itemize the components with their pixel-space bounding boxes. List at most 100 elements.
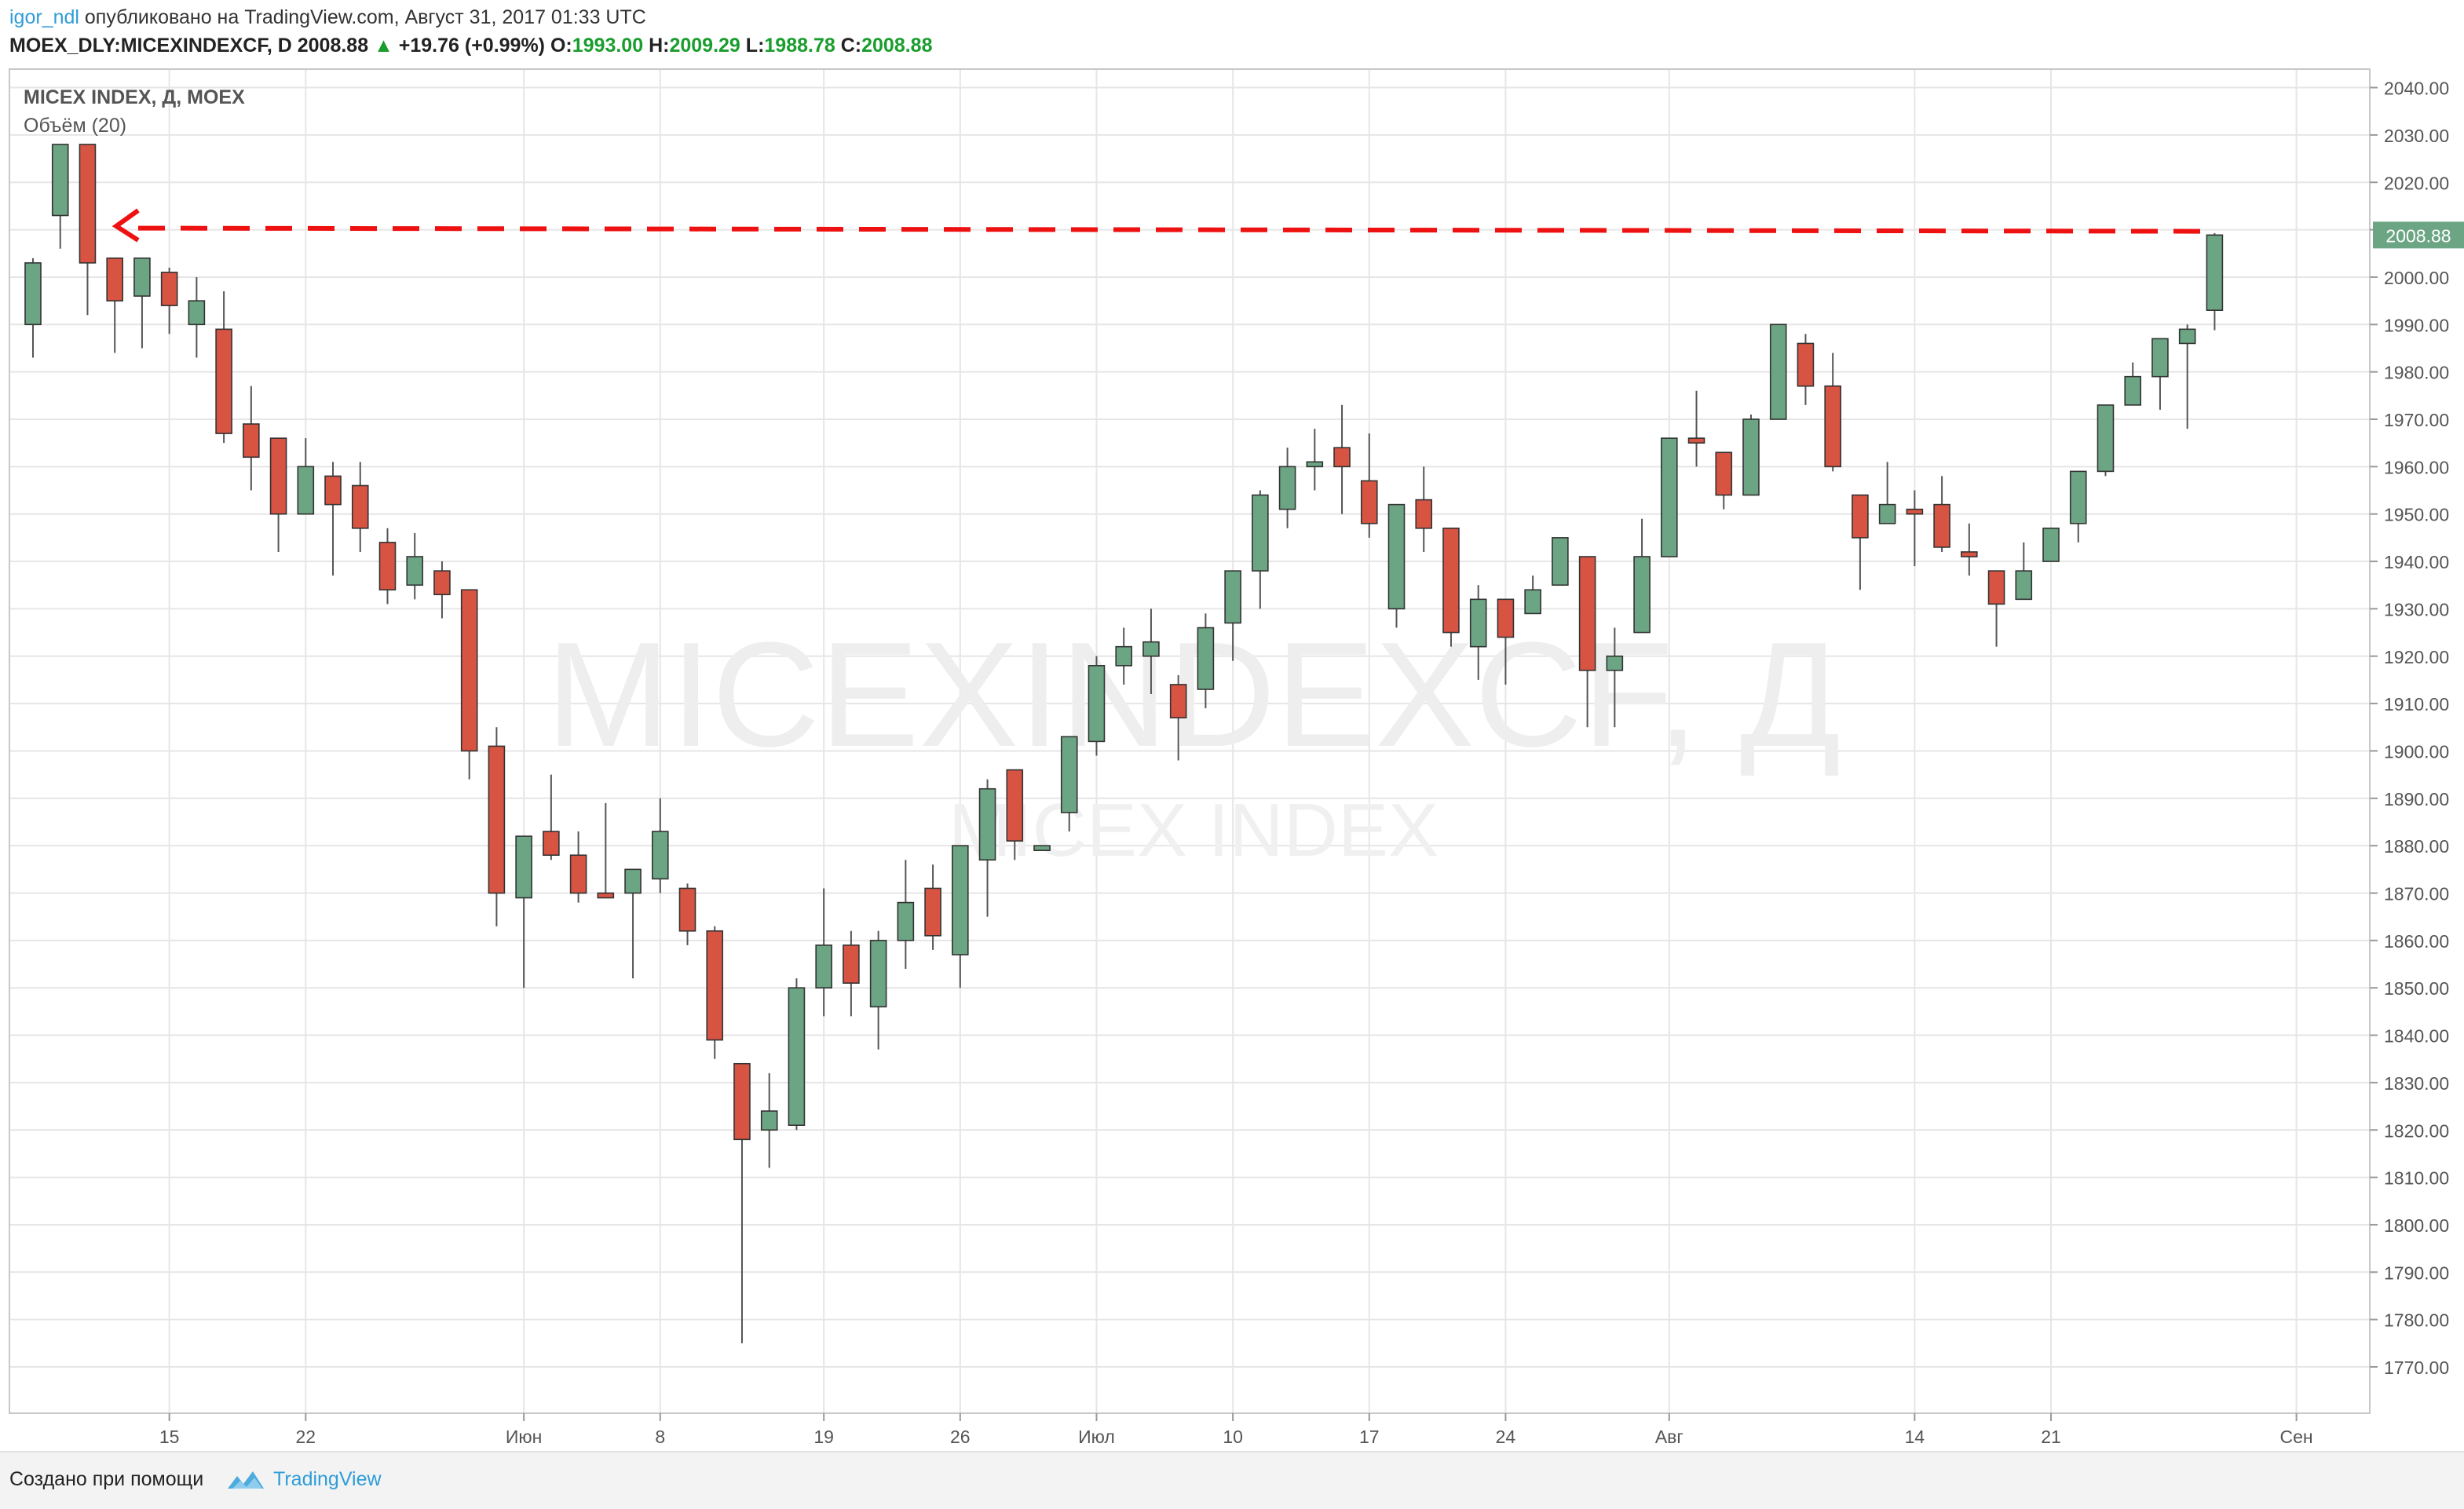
candle-body	[269, 437, 287, 515]
candle-body	[1033, 845, 1051, 851]
candle-down	[160, 267, 178, 334]
candle-body	[1360, 480, 1378, 524]
chart-header: igor_ndl опубликовано на TradingView.com…	[0, 0, 2464, 71]
candle-up	[406, 532, 424, 600]
candle-body	[1987, 570, 2005, 605]
candle-body	[706, 930, 724, 1041]
candle-body	[1797, 342, 1815, 387]
y-tick-label: 1960.00	[2384, 457, 2449, 477]
volume-legend[interactable]: Объём (20)	[24, 115, 126, 137]
candle-down	[1852, 494, 1869, 590]
candle-up	[2015, 542, 2033, 601]
candle-body	[79, 144, 97, 264]
candle-up	[2069, 470, 2087, 543]
candle-up	[1524, 575, 1541, 615]
candle-up	[2178, 324, 2196, 429]
resistance-line	[112, 208, 2201, 243]
high-value: 2009.29	[669, 35, 740, 57]
y-tick-label: 2020.00	[2384, 173, 2449, 193]
candle-down	[543, 774, 560, 860]
tradingview-logo-icon[interactable]	[226, 1467, 265, 1493]
candle-body	[24, 262, 42, 326]
tradingview-link[interactable]: TradingView	[273, 1468, 382, 1490]
candle-body	[1278, 466, 1296, 510]
candle-down	[1578, 556, 1596, 728]
candle-up	[1552, 537, 1569, 586]
low-value: 1988.78	[764, 35, 835, 57]
y-tick-label: 1980.00	[2384, 363, 2449, 383]
candle-up	[24, 258, 42, 358]
candle-body	[1006, 769, 1024, 842]
y-tick-label: 2040.00	[2384, 79, 2449, 99]
close-value: 2008.88	[861, 35, 933, 57]
candle-body	[1687, 437, 1705, 444]
author-link[interactable]: igor_ndl	[9, 6, 79, 28]
candle-body	[569, 854, 587, 894]
candle-body	[869, 940, 887, 1008]
candle-body	[543, 831, 560, 857]
candle-down	[79, 144, 97, 316]
candle-body	[460, 589, 478, 752]
x-tick-label: 19	[813, 1427, 834, 1447]
candle-body	[433, 570, 451, 596]
candle-down	[1415, 466, 1433, 552]
y-tick-label: 1970.00	[2384, 410, 2449, 430]
candle-body	[1415, 499, 1433, 529]
candle-body	[1469, 598, 1487, 648]
candle-up	[1088, 656, 1106, 756]
x-tick-label: 21	[2041, 1427, 2061, 1447]
y-tick-label: 1780.00	[2384, 1310, 2449, 1331]
ohlc-line: MOEX_DLY:MICEXINDEXCF, D 2008.88 ▲ +19.7…	[9, 35, 933, 57]
y-tick-label: 1820.00	[2384, 1120, 2449, 1141]
y-tick-label: 1900.00	[2384, 741, 2449, 762]
candle-up	[1252, 490, 1269, 609]
candle-body	[1224, 570, 1241, 624]
candle-body	[843, 944, 860, 984]
y-tick-label: 1940.00	[2384, 552, 2449, 572]
candle-body	[1715, 451, 1733, 496]
candle-up	[1633, 518, 1651, 634]
candlestick-chart[interactable]: MICEXINDEXCF, Д MICEX INDEX 1770.00 1780.…	[0, 0, 2464, 1451]
close-label: C:	[840, 35, 862, 57]
y-tick-label: 1910.00	[2384, 694, 2449, 714]
candle-body	[624, 868, 642, 894]
resistance-dash	[137, 225, 2201, 234]
price-tag-bg	[2373, 221, 2464, 249]
candle-up	[1606, 627, 1624, 728]
candle-down	[843, 930, 860, 1017]
candle-body	[760, 1110, 778, 1131]
candle-down	[1987, 570, 2005, 647]
candle-body	[952, 845, 969, 955]
x-tick-label: Авг	[1655, 1427, 1683, 1447]
candle-body	[406, 556, 424, 586]
last-price-tag: 2008.88	[2373, 221, 2464, 249]
candle-body	[1661, 437, 1678, 557]
candle-up	[1142, 608, 1160, 695]
candle-up	[515, 835, 532, 988]
candle-body	[924, 887, 941, 937]
candle-up	[651, 798, 669, 893]
open-label: O:	[550, 35, 572, 57]
low-label: L:	[745, 35, 765, 57]
watermark-main: MICEXINDEXCF, Д	[547, 612, 1841, 778]
candle-body	[2206, 234, 2224, 311]
instrument-legend: MICEX INDEX, Д, MOEX	[24, 86, 245, 108]
candle-down	[460, 589, 478, 780]
candle-body	[1442, 528, 1460, 634]
candle-down	[597, 802, 615, 899]
candle-down	[1006, 769, 1024, 860]
candle-body	[1333, 447, 1351, 468]
candle-down	[106, 258, 123, 353]
y-tick-label: 1840.00	[2384, 1026, 2449, 1047]
created-with-text: Создано при помощи	[9, 1468, 204, 1490]
candle-down	[1797, 334, 1815, 405]
candles	[24, 144, 2224, 1343]
candle-down	[1333, 404, 1351, 514]
up-arrow-icon: ▲	[374, 35, 393, 57]
candle-body	[1769, 323, 1787, 420]
candle-up	[1742, 414, 1760, 496]
candle-body	[733, 1062, 751, 1141]
x-tick-label: Июн	[506, 1427, 542, 1447]
candle-up	[869, 930, 887, 1050]
candle-body	[1306, 461, 1324, 468]
